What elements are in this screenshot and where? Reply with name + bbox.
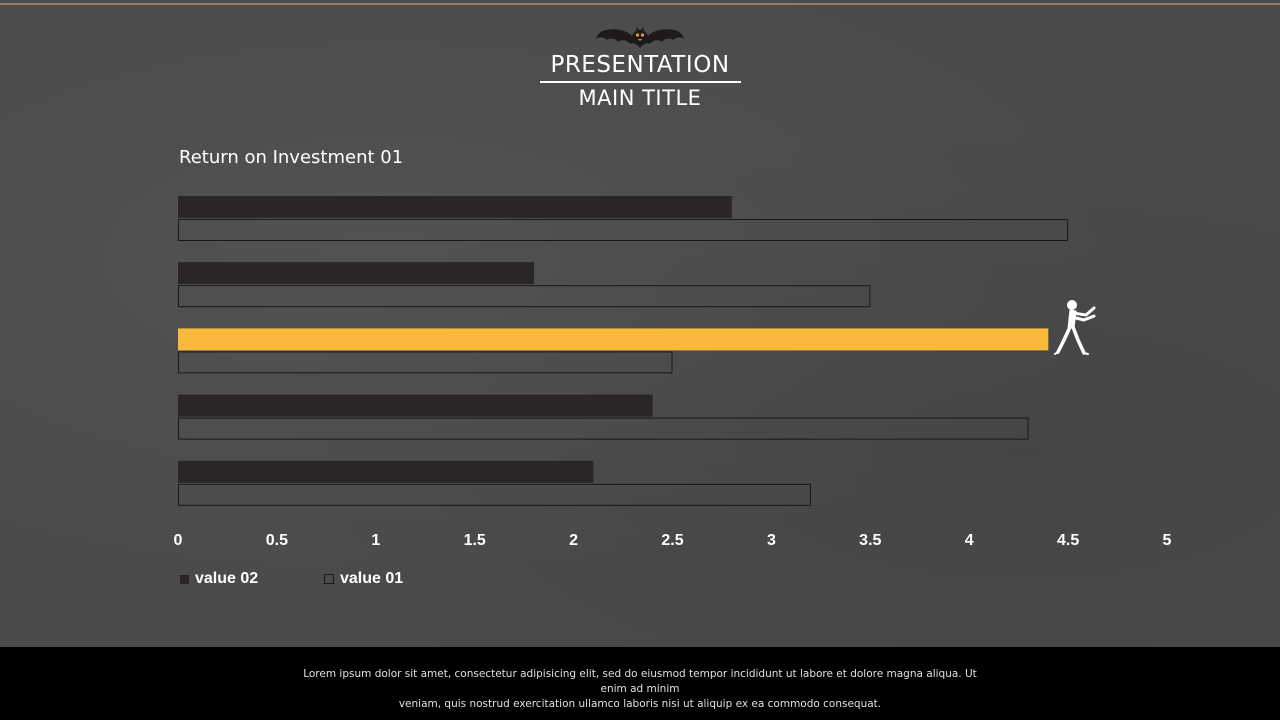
x-tick-label: 5 — [1163, 532, 1172, 549]
chart-title: Return on Investment 01 — [179, 147, 404, 168]
bar-value-01-3 — [178, 351, 673, 374]
bar-chart: 0 0.5 1 1.5 2 2.5 3 3.5 4 4.5 5 — [174, 196, 1172, 549]
bar-value-02-5 — [178, 460, 594, 483]
highlighted-bar-value-02-3 — [178, 328, 1049, 351]
x-tick-label: 2.5 — [661, 532, 683, 549]
main-title: MAIN TITLE — [578, 86, 702, 110]
legend-item-value-01: value 01 — [324, 570, 403, 588]
bar-value-01-2 — [178, 285, 871, 308]
bar-value-01-5 — [178, 483, 811, 506]
bar-value-01-1 — [178, 219, 1069, 241]
x-tick-label: 0 — [174, 532, 183, 549]
x-tick-label: 2 — [569, 532, 578, 549]
x-tick-label: 4 — [965, 532, 974, 549]
legend-swatch-outline — [324, 574, 334, 584]
legend-label: value 02 — [195, 570, 259, 587]
bar-value-02-1 — [178, 196, 732, 218]
footer-bar: Lorem ipsum dolor sit amet, consectetur … — [0, 647, 1280, 720]
bar-value-02-4 — [178, 394, 653, 417]
top-border-line — [0, 3, 1280, 5]
legend-label: value 01 — [340, 570, 404, 587]
zombie-icon — [1054, 300, 1096, 355]
bat-icon — [596, 27, 684, 48]
x-tick-label: 4.5 — [1057, 532, 1079, 549]
x-tick-label: 1 — [371, 532, 380, 549]
bar-value-01-4 — [178, 417, 1029, 440]
legend-item-value-02: value 02 — [180, 570, 258, 588]
footer-line-2: veniam, quis nostrud exercitation ullamc… — [398, 698, 882, 710]
x-tick-label: 3.5 — [859, 532, 881, 549]
x-tick-label: 0.5 — [266, 532, 288, 549]
x-tick-label: 3 — [767, 532, 776, 549]
footer-text: Lorem ipsum dolor sit amet, consectetur … — [290, 667, 990, 712]
slide-background — [0, 0, 1280, 647]
legend-swatch-filled — [180, 574, 189, 584]
footer-line-1: Lorem ipsum dolor sit amet, consectetur … — [303, 668, 977, 695]
title-divider — [540, 81, 741, 83]
x-tick-label: 1.5 — [464, 532, 486, 549]
bar-value-02-2 — [178, 262, 535, 285]
presentation-title: PRESENTATION — [550, 52, 730, 78]
